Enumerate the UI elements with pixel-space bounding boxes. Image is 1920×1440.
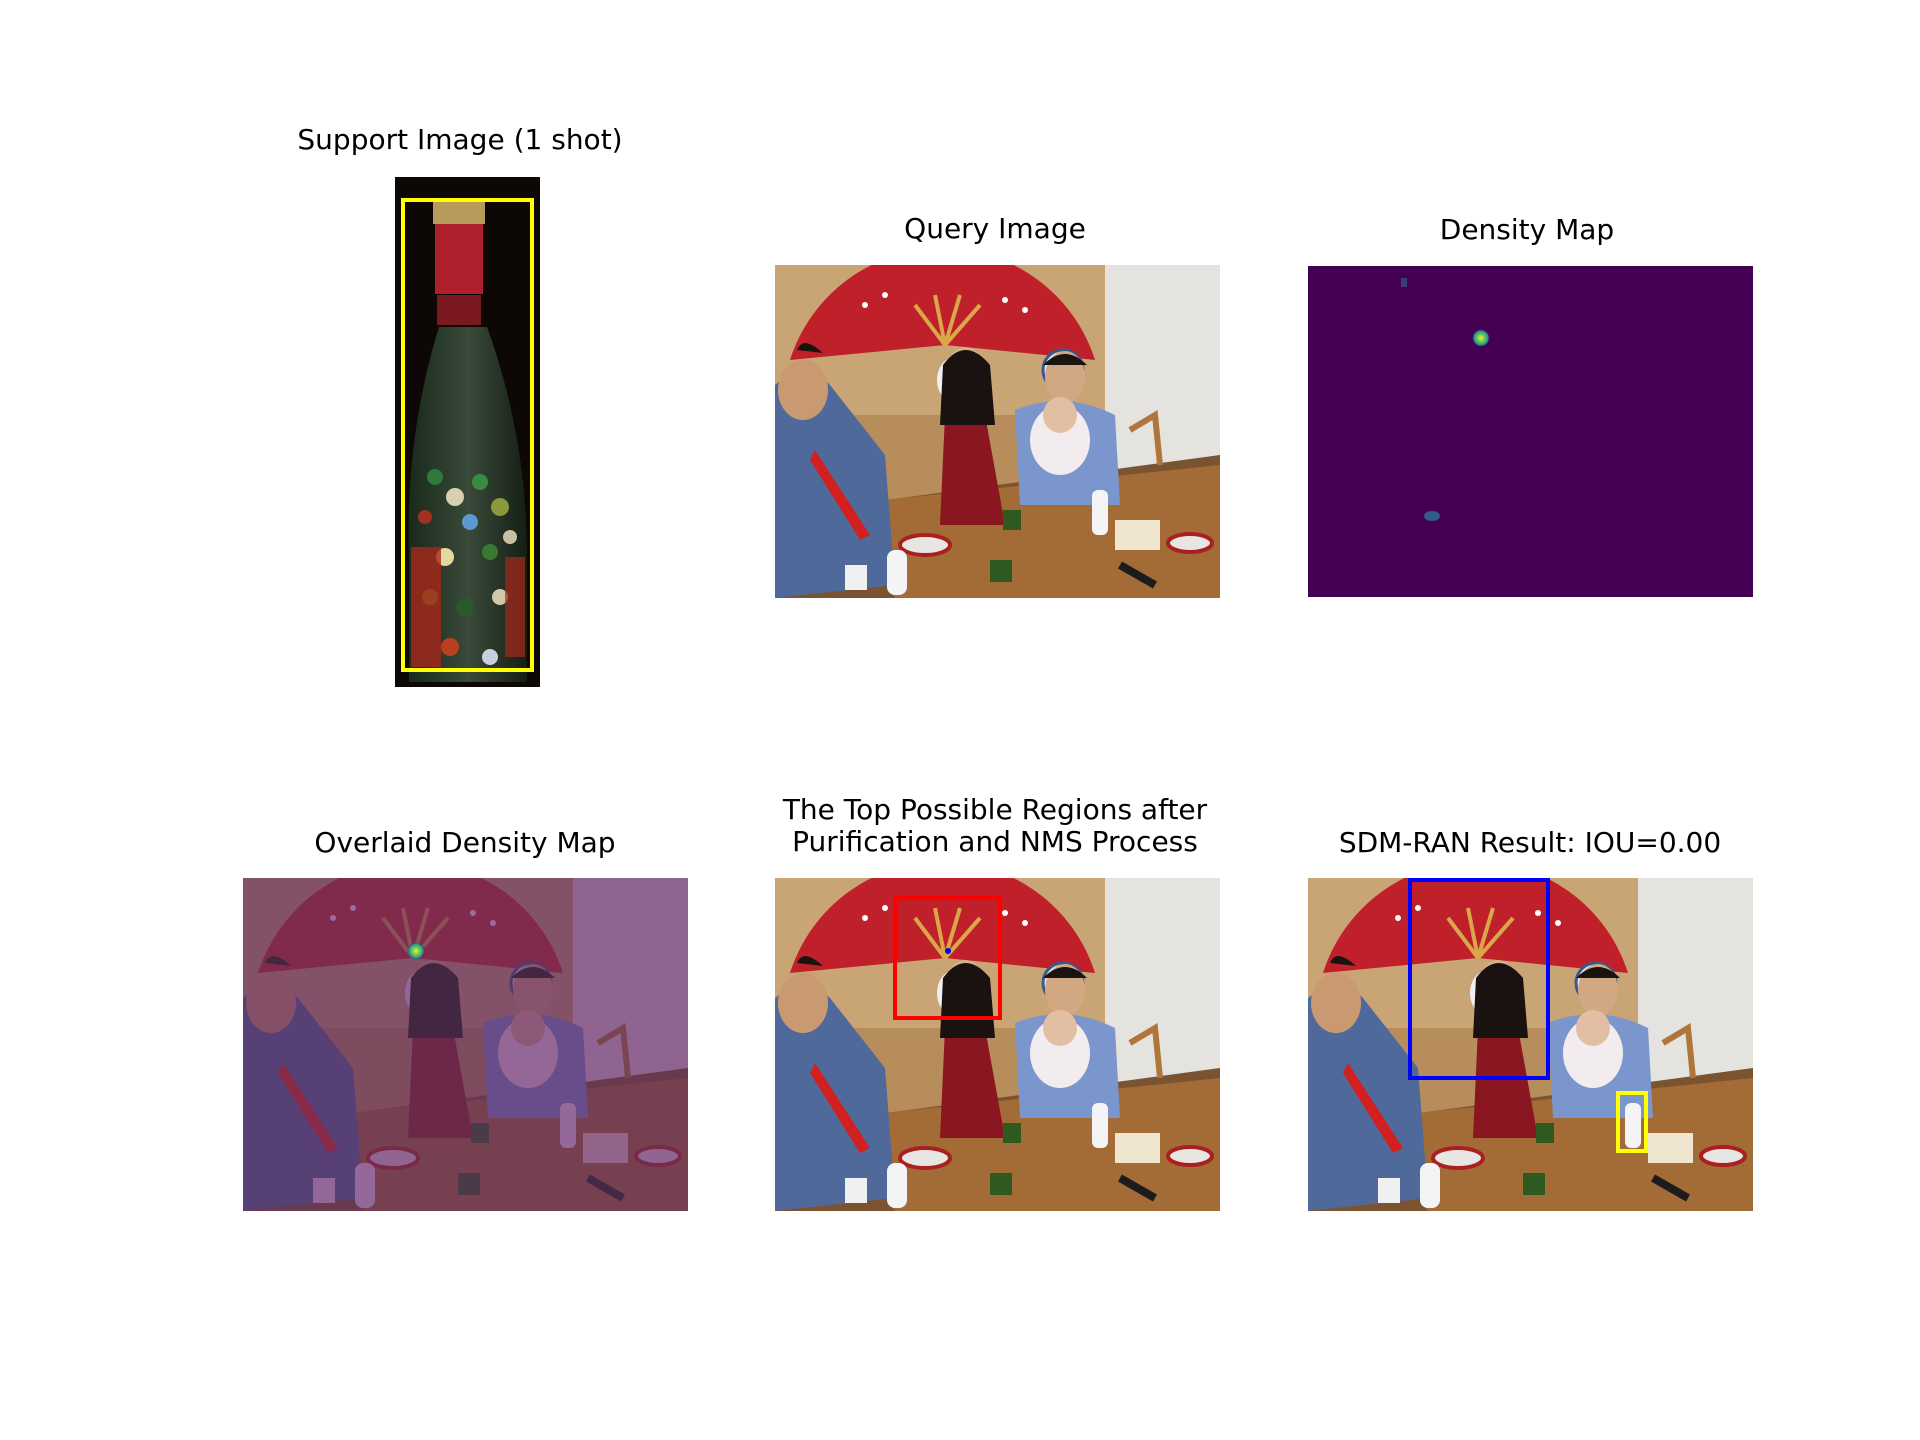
regions-title-line1: The Top Possible Regions after: [782, 793, 1208, 826]
overlay-density-peak: [407, 942, 425, 960]
density-peak-minor: [1424, 511, 1440, 521]
regions-title-line2: Purification and NMS Process: [792, 825, 1198, 858]
density-peak-minor: [1401, 278, 1407, 287]
predicted-box: [1408, 878, 1550, 1080]
result-title: SDM-RAN Result: IOU=0.00: [1338, 826, 1722, 859]
support-image-title: Support Image (1 shot): [297, 123, 623, 156]
density-map: [1308, 266, 1753, 597]
support-image: [395, 177, 540, 687]
overlaid-density-map: [243, 878, 688, 1211]
overlaid-density-map-title: Overlaid Density Map: [314, 826, 616, 859]
result-image: [1308, 878, 1753, 1211]
candidate-region-box: [893, 896, 1002, 1020]
density-map-title: Density Map: [1439, 213, 1615, 246]
bottle-illustration: [408, 202, 527, 682]
query-image: [775, 265, 1220, 598]
top-regions-image: [775, 878, 1220, 1211]
ground-truth-box: [1616, 1091, 1648, 1153]
query-image-title: Query Image: [904, 212, 1086, 245]
candidate-region-center: [945, 948, 951, 954]
density-peak-main: [1472, 329, 1490, 347]
support-bounding-box: [401, 198, 534, 672]
